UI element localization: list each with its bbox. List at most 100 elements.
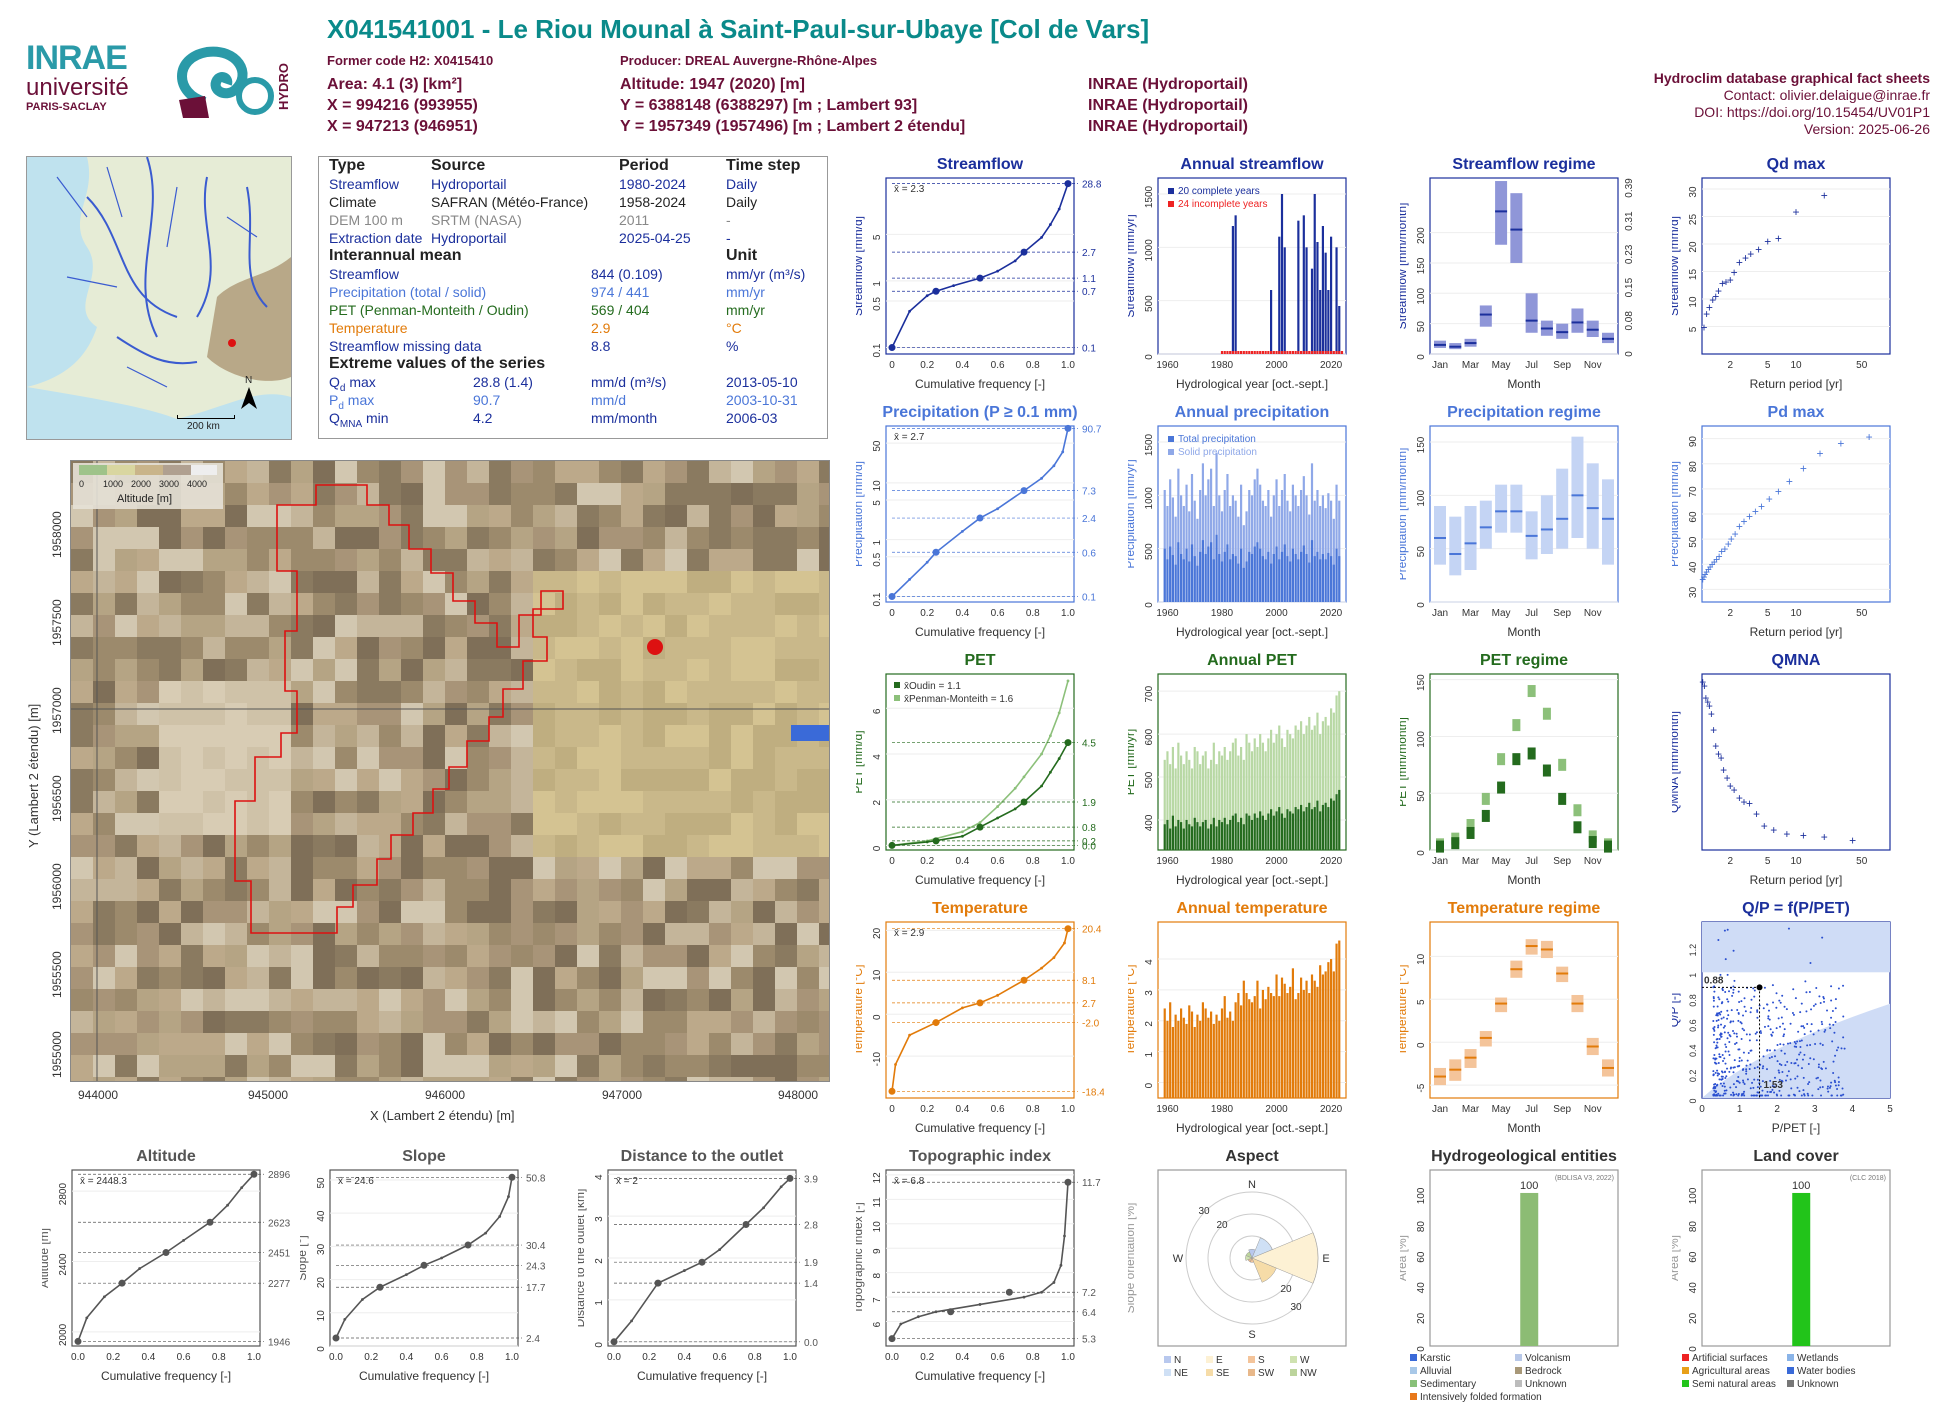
dem-cell [533, 857, 555, 879]
dem-cell [797, 571, 819, 593]
scatter-point [1777, 1017, 1780, 1020]
scatter-point [1728, 990, 1731, 993]
bar-secondary [1302, 545, 1305, 602]
x-tick-label: Sep [1553, 856, 1571, 867]
dem-cell [533, 527, 555, 549]
scatter-point [1721, 1071, 1724, 1074]
mean-cell: PET (Penman-Monteith / Oudin) [329, 302, 529, 318]
x-axis-label: Cumulative frequency [-] [637, 1369, 767, 1383]
quantile-label: 0.2 [1082, 837, 1096, 848]
dem-cell [137, 725, 159, 747]
series-line-point [507, 1195, 510, 1198]
incomplete-mark [1308, 351, 1311, 354]
dem-cell [489, 659, 511, 681]
dem-cell [247, 901, 269, 923]
data-point: + [1800, 462, 1807, 476]
dem-xlabel: X (Lambert 2 étendu) [m] [370, 1108, 515, 1123]
dem-cell [181, 967, 203, 989]
dem-cell [225, 681, 247, 703]
scatter-point [1714, 1047, 1717, 1050]
chart-title: Annual PET [1207, 652, 1297, 669]
x-tick-label: 0.2 [106, 1352, 120, 1363]
scatter-point [1713, 1087, 1716, 1090]
source-label: (BDLISA V3, 2022) [1555, 1175, 1614, 1182]
quantile-label: 90.7 [1082, 424, 1102, 435]
dem-cell [577, 681, 599, 703]
bar-secondary [1308, 802, 1311, 850]
dem-cell [401, 1077, 423, 1081]
x-tick-label: 0.6 [435, 1352, 449, 1363]
bar [1218, 751, 1221, 850]
dem-cell [577, 703, 599, 725]
credits-contact[interactable]: Contact: olivier.delaigue@inrae.fr [1723, 87, 1930, 103]
scatter-point [1718, 1078, 1721, 1081]
dem-cell [225, 461, 247, 483]
bar-secondary [1289, 811, 1292, 850]
dem-cell [423, 571, 445, 593]
mean-row-streamflow: Streamflow 844 (0.109) mm/yr (m³/s) [329, 265, 819, 283]
bar [1278, 996, 1281, 1098]
dem-cell [291, 857, 313, 879]
dem-cell [819, 1077, 829, 1081]
dem-ytick: 1955500 [50, 951, 64, 998]
dem-cell [357, 879, 379, 901]
dem-cell [401, 747, 423, 769]
legend-swatch [1515, 1354, 1522, 1361]
series-line-point [908, 309, 911, 313]
basin-outline [234, 484, 564, 934]
dem-cell [181, 1077, 203, 1081]
dem-cell [269, 835, 291, 857]
dem-cell [225, 791, 247, 813]
bar [1319, 734, 1322, 850]
scatter-point [1719, 1033, 1722, 1036]
dem-cell [445, 659, 467, 681]
credits-doi[interactable]: DOI: https://doi.org/10.15454/UV01P1 [1694, 104, 1930, 120]
quantile-point [976, 514, 984, 522]
dem-cell [665, 923, 687, 945]
dem-cell [643, 879, 665, 901]
water-body [791, 725, 829, 741]
scatter-point [1803, 1053, 1806, 1056]
bar [1242, 980, 1245, 1098]
data-point: + [1727, 779, 1734, 793]
plot-frame [885, 177, 1075, 355]
y-tick-label: 150 [1416, 674, 1427, 691]
scatter-point [1732, 985, 1735, 988]
dem-cell [709, 857, 731, 879]
dem-cell [577, 923, 599, 945]
dem-cell [687, 813, 709, 835]
x-tick-label: 5 [1887, 1104, 1893, 1115]
dem-cell [555, 857, 577, 879]
dem-cell [819, 659, 829, 681]
quantile-label: 2623 [268, 1218, 290, 1229]
scatter-point [1840, 1094, 1843, 1097]
dem-cell [335, 967, 357, 989]
bar [1231, 495, 1234, 602]
scatter-point [1714, 1083, 1717, 1086]
dem-cell [621, 637, 643, 659]
series-line-point [996, 993, 999, 997]
dem-cell [577, 1055, 599, 1077]
dem-cell [357, 945, 379, 967]
quantile-point [162, 1249, 170, 1257]
dem-xtick: 948000 [778, 1088, 819, 1102]
dem-cell [731, 703, 753, 725]
dem-cell [775, 857, 797, 879]
y-tick-label: 80 [1688, 461, 1699, 473]
dem-cell [797, 857, 819, 879]
dem-cell [291, 901, 313, 923]
dem-cell [379, 923, 401, 945]
series-line-point [405, 1273, 408, 1277]
dem-cell [819, 527, 829, 549]
dem-cell [665, 593, 687, 615]
bar [1166, 1020, 1169, 1098]
x-axis-label: Month [1507, 873, 1540, 887]
dem-cell [753, 483, 775, 505]
dem-cell [489, 681, 511, 703]
dem-cell [291, 637, 313, 659]
extreme-row-qmna: QMNA min 4.2 mm/month 2006-03 [329, 409, 819, 430]
dem-cell [665, 505, 687, 527]
dem-cell [335, 989, 357, 1011]
legend-swatch [1787, 1380, 1794, 1387]
scatter-point [1738, 1081, 1741, 1084]
